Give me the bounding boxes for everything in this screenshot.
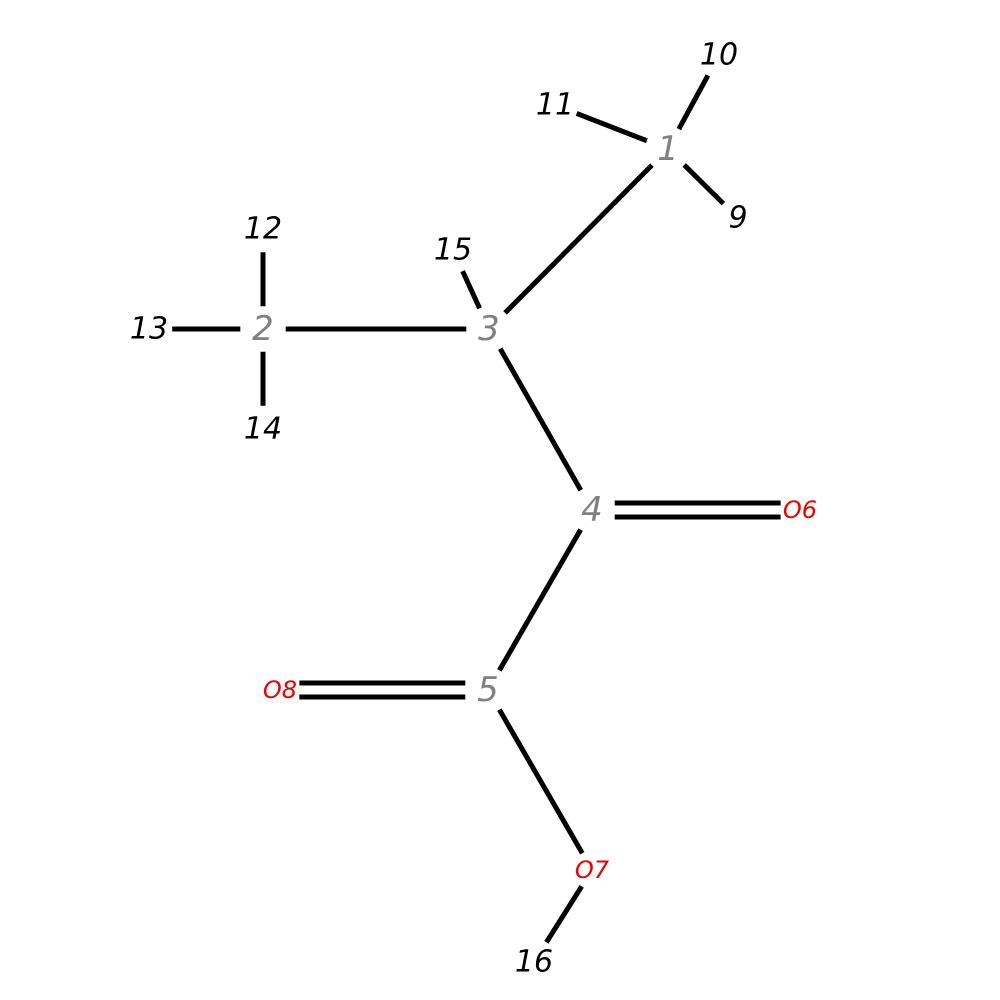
atom-label-14: 14 (244, 412, 282, 447)
atom-label-16: 16 (515, 945, 553, 980)
bond-line (500, 349, 581, 491)
atom-label-11: 11 (536, 88, 574, 123)
atom-label-15: 15 (434, 233, 472, 268)
bond-line (463, 271, 480, 308)
atom-label-o7: O7 (575, 856, 610, 884)
bond-layer (172, 75, 780, 942)
atom-label-12: 12 (244, 212, 282, 247)
bond-line (499, 530, 580, 671)
atom-label-o8: O8 (263, 676, 297, 704)
atom-label-10: 10 (700, 38, 738, 73)
bond-line (505, 165, 652, 313)
atom-label-4: 4 (581, 490, 603, 530)
bond-line (679, 75, 708, 129)
atom-label-1: 1 (657, 129, 679, 169)
molecular-structure-diagram: 12345O6O7O8910111213141516 (0, 0, 1000, 1000)
bond-line (546, 886, 581, 942)
atom-label-3: 3 (478, 309, 500, 349)
atom-label-o6: O6 (783, 496, 817, 524)
atom-label-5: 5 (477, 670, 499, 710)
bond-line (684, 165, 723, 204)
atom-layer: 12345O6O7O8910111213141516 (130, 38, 817, 980)
atom-label-13: 13 (130, 312, 168, 347)
atom-label-9: 9 (728, 201, 747, 236)
bond-line (499, 710, 582, 854)
bond-line (577, 113, 647, 140)
atom-label-2: 2 (252, 309, 274, 349)
